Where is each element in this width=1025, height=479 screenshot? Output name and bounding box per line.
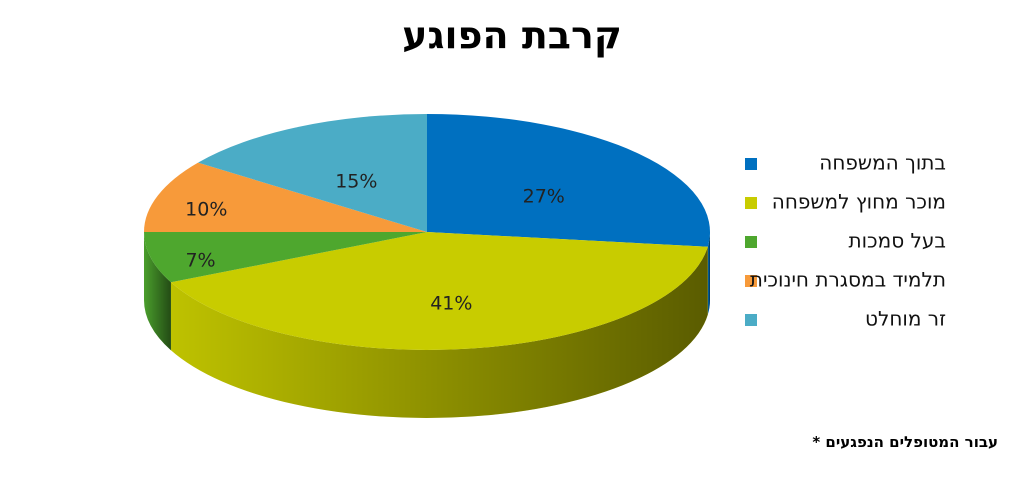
slice-side-shade bbox=[144, 232, 171, 351]
legend-label: בעל סמכות bbox=[848, 229, 946, 253]
data-label: 41% bbox=[430, 293, 472, 315]
legend-label: תלמיד במסגרת חינוכית bbox=[750, 268, 946, 292]
legend-swatch bbox=[745, 158, 757, 170]
slice bbox=[144, 162, 427, 232]
slice-side-shade bbox=[170, 246, 708, 418]
data-label: 10% bbox=[185, 199, 227, 221]
legend-swatch bbox=[745, 197, 757, 209]
legend-swatch bbox=[745, 236, 757, 248]
legend-swatch bbox=[745, 314, 757, 326]
legend-label: מוכר מחוץ למשפחה bbox=[772, 190, 946, 214]
slice bbox=[170, 232, 708, 350]
slice-side-shade bbox=[707, 232, 710, 315]
footnote: עבור המטופלים הנפגעים * bbox=[812, 433, 998, 451]
legend-label: זר מוחלט bbox=[865, 307, 946, 331]
slice bbox=[144, 232, 427, 283]
chart-title: קרבת הפוגע bbox=[402, 14, 622, 58]
data-label: 7% bbox=[185, 250, 215, 272]
slice bbox=[198, 114, 427, 232]
slice bbox=[427, 114, 710, 247]
legend-swatch bbox=[745, 275, 757, 287]
data-label: 15% bbox=[335, 171, 377, 193]
legend-label: בתוך המשפחה bbox=[819, 151, 946, 175]
data-label: 27% bbox=[523, 186, 565, 208]
